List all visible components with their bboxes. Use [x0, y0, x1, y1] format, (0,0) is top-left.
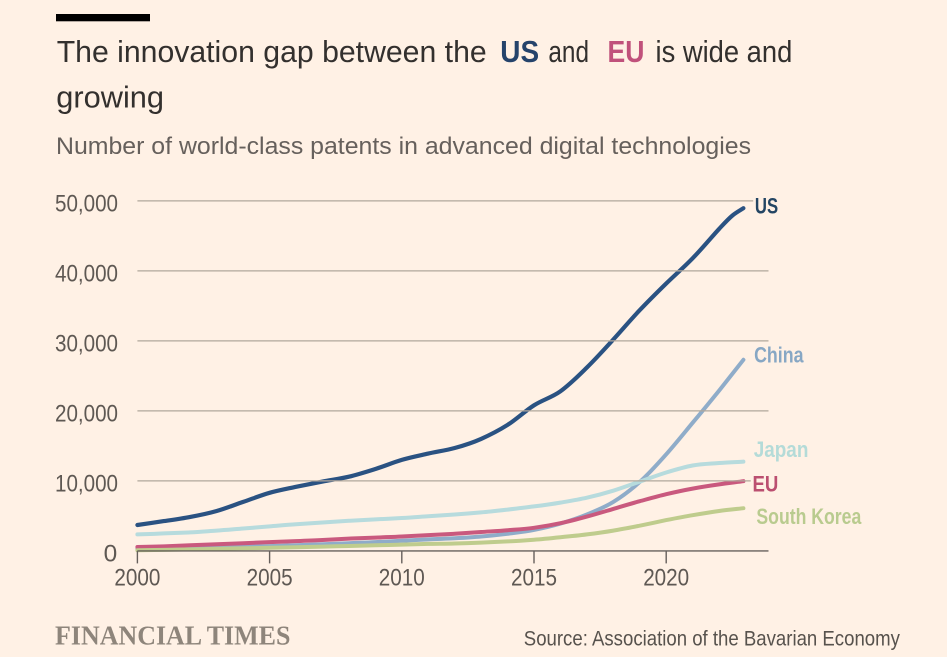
svg-text:is wide and: is wide and: [656, 35, 793, 69]
svg-text:Number of world-class patents: Number of world-class patents in advance…: [56, 133, 751, 160]
svg-text:South Korea: South Korea: [756, 504, 862, 529]
svg-text:2015: 2015: [511, 564, 557, 591]
svg-text:FINANCIAL TIMES: FINANCIAL TIMES: [55, 621, 290, 651]
svg-text:EU: EU: [753, 471, 779, 496]
svg-text:2005: 2005: [247, 564, 293, 591]
svg-text:growing: growing: [56, 80, 164, 114]
svg-text:0: 0: [104, 540, 118, 567]
svg-text:2000: 2000: [114, 564, 160, 591]
svg-text:30,000: 30,000: [55, 330, 118, 357]
svg-text:50,000: 50,000: [55, 190, 118, 217]
svg-text:The innovation gap between the: The innovation gap between the: [57, 35, 487, 69]
svg-text:and: and: [548, 35, 589, 69]
svg-text:10,000: 10,000: [55, 470, 118, 497]
svg-text:2010: 2010: [379, 564, 425, 591]
svg-text:EU: EU: [608, 35, 645, 69]
svg-text:40,000: 40,000: [55, 260, 118, 287]
svg-text:20,000: 20,000: [55, 400, 118, 427]
svg-text:Source: Association of the Bav: Source: Association of the Bavarian Econ…: [524, 628, 901, 651]
svg-text:Japan: Japan: [754, 437, 809, 462]
svg-text:2020: 2020: [643, 564, 689, 591]
svg-text:US: US: [500, 35, 539, 69]
svg-text:US: US: [755, 194, 778, 219]
svg-text:China: China: [754, 343, 804, 368]
